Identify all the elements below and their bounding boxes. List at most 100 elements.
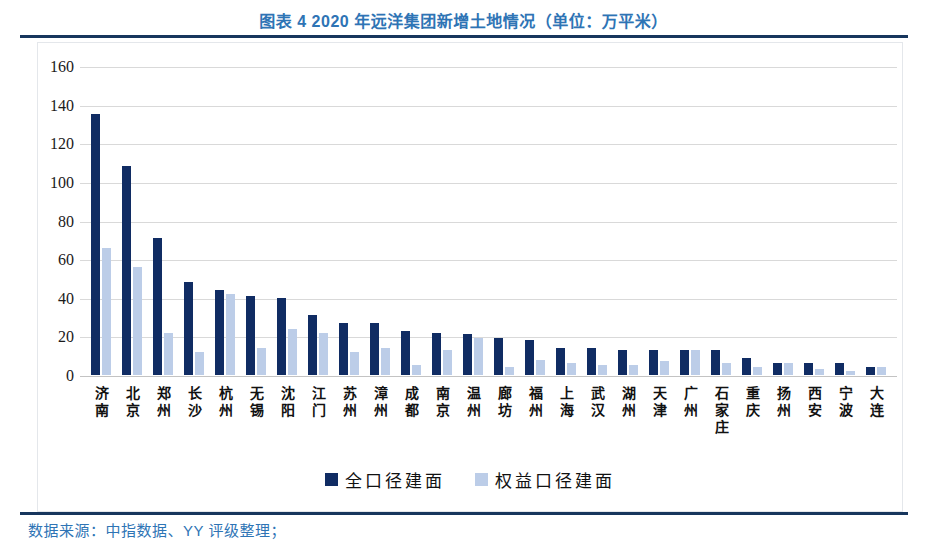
bar-权益口径建面-漳州 [381, 348, 390, 375]
gridline-120 [80, 144, 897, 145]
x-tick-label-广州: 广州 [681, 386, 699, 420]
x-tick-label-郑州: 郑州 [154, 386, 172, 420]
bar-全口径建面-温州 [463, 334, 472, 375]
x-tick-label-重庆: 重庆 [743, 386, 761, 420]
x-tick-label-扬州: 扬州 [774, 386, 792, 420]
y-tick-label-0: 0 [38, 366, 74, 386]
bar-权益口径建面-江门 [319, 333, 328, 375]
bar-全口径建面-西安 [804, 363, 813, 375]
legend-label: 权益口径建面 [495, 467, 615, 492]
legend-item-权益口径建面: 权益口径建面 [475, 467, 615, 492]
y-tick-label-160: 160 [38, 57, 74, 77]
bar-全口径建面-杭州 [215, 290, 224, 375]
chart-area: 020406080100120140160 济南北京郑州长沙杭州无锡沈阳江门苏州… [37, 42, 903, 512]
bar-权益口径建面-湖州 [629, 365, 638, 375]
gridline-140 [80, 106, 897, 107]
x-tick-label-长沙: 长沙 [185, 386, 203, 420]
bar-全口径建面-廊坊 [494, 338, 503, 375]
bar-权益口径建面-北京 [133, 267, 142, 375]
y-tick-label-60: 60 [38, 250, 74, 270]
x-tick-label-石家庄: 石家庄 [712, 386, 730, 437]
bar-权益口径建面-西安 [815, 369, 824, 375]
legend-label: 全口径建面 [345, 467, 445, 492]
figure-title: 图表 4 2020 年远洋集团新增土地情况（单位：万平米） [0, 8, 927, 32]
bar-全口径建面-福州 [525, 340, 534, 375]
bar-全口径建面-大连 [866, 367, 875, 375]
bar-权益口径建面-长沙 [195, 352, 204, 375]
legend-swatch-icon [325, 473, 338, 486]
x-tick-label-大连: 大连 [867, 386, 885, 420]
bar-全口径建面-无锡 [246, 296, 255, 375]
report-page: 图表 4 2020 年远洋集团新增土地情况（单位：万平米） 0204060801… [0, 0, 927, 544]
y-tick-label-120: 120 [38, 134, 74, 154]
bar-全口径建面-江门 [308, 315, 317, 375]
x-tick-label-湖州: 湖州 [619, 386, 637, 420]
bar-权益口径建面-温州 [474, 338, 483, 375]
bar-权益口径建面-沈阳 [288, 329, 297, 375]
bar-全口径建面-重庆 [742, 358, 751, 375]
x-tick-label-江门: 江门 [309, 386, 327, 420]
x-tick-label-武汉: 武汉 [588, 386, 606, 420]
x-tick-label-沈阳: 沈阳 [278, 386, 296, 420]
bar-全口径建面-武汉 [587, 348, 596, 375]
top-rule [20, 35, 908, 38]
y-tick-label-20: 20 [38, 327, 74, 347]
bar-全口径建面-成都 [401, 331, 410, 375]
x-tick-label-杭州: 杭州 [216, 386, 234, 420]
x-tick-label-北京: 北京 [123, 386, 141, 420]
bar-全口径建面-宁波 [835, 363, 844, 375]
gridline-160 [80, 67, 897, 68]
bar-全口径建面-漳州 [370, 323, 379, 375]
bar-全口径建面-湖州 [618, 350, 627, 375]
bar-权益口径建面-扬州 [784, 363, 793, 375]
bar-权益口径建面-无锡 [257, 348, 266, 375]
chart-legend: 全口径建面 权益口径建面 [38, 467, 902, 492]
bar-权益口径建面-石家庄 [722, 363, 731, 375]
bar-权益口径建面-上海 [567, 363, 576, 375]
bar-全口径建面-苏州 [339, 323, 348, 375]
bar-全口径建面-石家庄 [711, 350, 720, 375]
bar-权益口径建面-郑州 [164, 333, 173, 375]
gridline-20 [80, 337, 897, 338]
gridline-0 [80, 376, 897, 377]
bar-权益口径建面-宁波 [846, 371, 855, 375]
bar-权益口径建面-成都 [412, 365, 421, 375]
x-tick-label-西安: 西安 [805, 386, 823, 420]
bar-全口径建面-沈阳 [277, 298, 286, 375]
bar-全口径建面-南京 [432, 333, 441, 375]
gridline-60 [80, 260, 897, 261]
bar-权益口径建面-济南 [102, 248, 111, 375]
bar-全口径建面-天津 [649, 350, 658, 375]
bar-权益口径建面-天津 [660, 361, 669, 375]
gridline-40 [80, 299, 897, 300]
bar-全口径建面-扬州 [773, 363, 782, 375]
bar-全口径建面-上海 [556, 348, 565, 375]
bar-全口径建面-广州 [680, 350, 689, 375]
bar-全口径建面-北京 [122, 166, 131, 375]
x-tick-label-宁波: 宁波 [836, 386, 854, 420]
x-tick-label-上海: 上海 [557, 386, 575, 420]
bar-权益口径建面-广州 [691, 350, 700, 375]
bar-权益口径建面-重庆 [753, 367, 762, 375]
x-tick-label-廊坊: 廊坊 [495, 386, 513, 420]
bar-权益口径建面-廊坊 [505, 367, 514, 375]
bar-全口径建面-郑州 [153, 238, 162, 375]
legend-swatch-icon [475, 473, 488, 486]
legend-item-全口径建面: 全口径建面 [325, 467, 445, 492]
bar-权益口径建面-武汉 [598, 365, 607, 375]
x-tick-label-无锡: 无锡 [247, 386, 265, 420]
gridline-100 [80, 183, 897, 184]
bar-权益口径建面-苏州 [350, 352, 359, 375]
bar-全口径建面-济南 [91, 114, 100, 375]
bar-权益口径建面-福州 [536, 360, 545, 375]
plot-area [80, 67, 897, 376]
bottom-rule [20, 512, 908, 515]
x-tick-label-苏州: 苏州 [340, 386, 358, 420]
x-tick-label-南京: 南京 [433, 386, 451, 420]
x-tick-label-天津: 天津 [650, 386, 668, 420]
x-tick-label-济南: 济南 [92, 386, 110, 420]
x-tick-label-漳州: 漳州 [371, 386, 389, 420]
x-tick-label-温州: 温州 [464, 386, 482, 420]
y-tick-label-140: 140 [38, 96, 74, 116]
bar-权益口径建面-南京 [443, 350, 452, 375]
